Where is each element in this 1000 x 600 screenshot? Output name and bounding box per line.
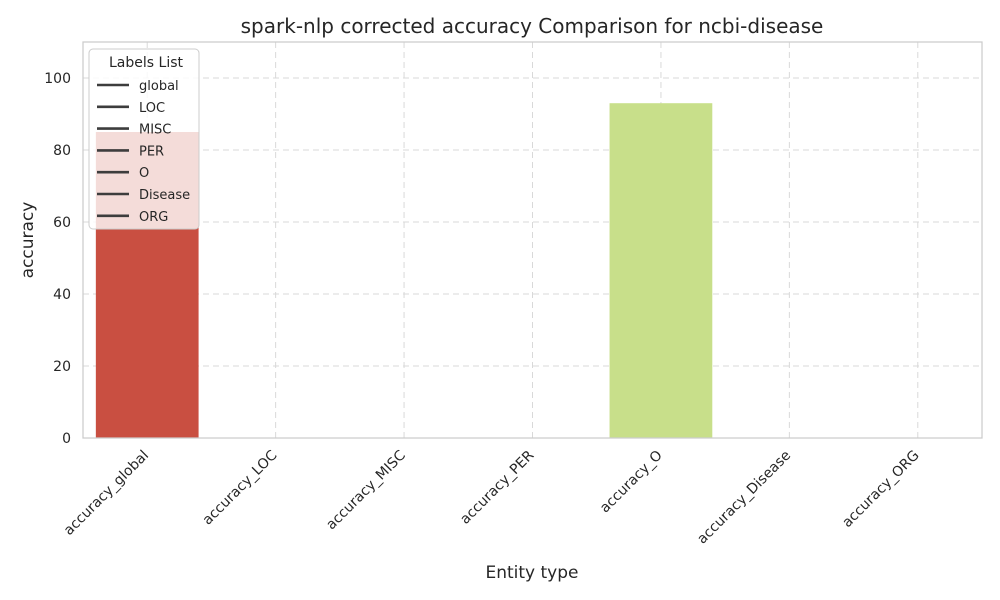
y-tick-label: 60 [53, 215, 71, 231]
legend-entry-MISC: MISC [139, 123, 171, 138]
x-tick-label: accuracy_LOC [200, 447, 281, 528]
x-tick-label: accuracy_global [61, 448, 152, 539]
legend-entry-global: global [139, 79, 179, 94]
y-axis-ticks: 0 20 40 60 80 100 [44, 71, 71, 447]
legend-entry-LOC: LOC [139, 101, 165, 116]
x-axis-label: Entity type [485, 563, 578, 583]
legend-entry-PER: PER [139, 144, 164, 159]
y-tick-label: 20 [53, 359, 71, 375]
legend-entry-Disease: Disease [139, 188, 190, 203]
x-tick-label: accuracy_PER [457, 447, 537, 527]
grid-lines [83, 42, 982, 439]
y-tick-label: 0 [62, 431, 71, 447]
legend-entry-O: O [139, 166, 149, 181]
legend-box [88, 48, 200, 230]
legend-title: Labels List [109, 55, 183, 71]
y-tick-label: 80 [53, 143, 71, 159]
plot-frame [82, 41, 983, 439]
x-tick-label: accuracy_ORG [839, 448, 922, 531]
x-tick-label: accuracy_O [597, 448, 666, 517]
bar-accuracy_O [609, 103, 713, 438]
x-axis-ticks: accuracy_global accuracy_LOC accuracy_MISC… [61, 447, 923, 547]
y-tick-label: 40 [53, 287, 71, 303]
y-axis-label: accuracy [18, 202, 38, 279]
legend: Labels List global LOC MISC PER O Disease ORG [88, 48, 200, 230]
bars [95, 103, 713, 438]
chart-title: spark-nlp corrected accuracy Comparison … [241, 14, 824, 38]
legend-entry-ORG: ORG [139, 210, 168, 225]
y-tick-label: 100 [44, 71, 71, 87]
x-tick-label: accuracy_Disease [694, 448, 794, 548]
x-tick-label: accuracy_MISC [323, 447, 409, 533]
